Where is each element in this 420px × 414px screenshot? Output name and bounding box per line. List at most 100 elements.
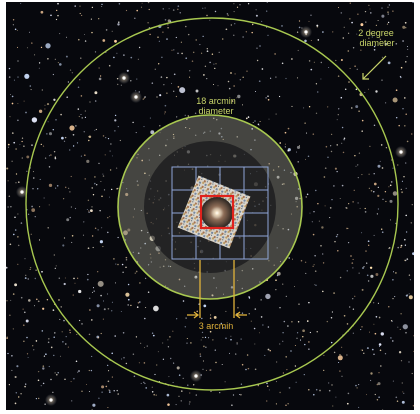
- star: [38, 62, 41, 64]
- star: [377, 382, 381, 386]
- star: [90, 369, 93, 372]
- star: [247, 367, 250, 370]
- star: [250, 148, 252, 151]
- star: [346, 270, 349, 272]
- star: [241, 287, 244, 290]
- star: [65, 343, 67, 345]
- star: [403, 176, 405, 178]
- star: [46, 133, 48, 135]
- star: [308, 301, 310, 304]
- star: [55, 373, 58, 376]
- star: [177, 5, 180, 7]
- star: [74, 5, 76, 7]
- star: [169, 265, 172, 268]
- star: [389, 184, 392, 187]
- star: [211, 53, 214, 55]
- star: [337, 250, 339, 252]
- star: [282, 372, 285, 374]
- star: [97, 229, 99, 231]
- star: [247, 3, 250, 5]
- star: [171, 49, 173, 51]
- star: [17, 263, 19, 265]
- star: [99, 210, 101, 212]
- star: [42, 367, 45, 370]
- star: [407, 48, 409, 50]
- star: [63, 319, 65, 322]
- star: [357, 177, 359, 179]
- star: [184, 326, 187, 328]
- star: [55, 187, 57, 189]
- star: [109, 215, 111, 218]
- star: [20, 296, 23, 299]
- star: [361, 174, 363, 176]
- star: [348, 203, 350, 205]
- star: [222, 293, 225, 295]
- star: [338, 361, 340, 364]
- star: [336, 119, 338, 121]
- star: [337, 75, 340, 77]
- star: [54, 58, 56, 60]
- star: [21, 157, 24, 159]
- star: [326, 320, 329, 323]
- star: [117, 263, 119, 266]
- star: [86, 159, 90, 163]
- star: [332, 405, 334, 407]
- star: [294, 344, 296, 347]
- star: [169, 336, 171, 338]
- star: [79, 5, 81, 7]
- star: [189, 392, 191, 394]
- star: [177, 86, 180, 88]
- star: [6, 167, 9, 170]
- star: [400, 244, 403, 247]
- star: [388, 186, 390, 188]
- star: [181, 390, 183, 392]
- star: [136, 9, 138, 12]
- star: [81, 14, 83, 16]
- star: [114, 39, 117, 43]
- star: [374, 332, 377, 335]
- star: [96, 304, 100, 308]
- star: [105, 385, 108, 388]
- star: [350, 255, 352, 257]
- star: [257, 385, 259, 387]
- star: [52, 73, 55, 76]
- star: [188, 403, 190, 405]
- star: [63, 140, 66, 142]
- star: [145, 306, 147, 309]
- star: [162, 342, 164, 344]
- star: [91, 206, 93, 208]
- star: [63, 282, 66, 286]
- star: [284, 131, 287, 134]
- star: [269, 349, 271, 352]
- star: [33, 349, 35, 351]
- star: [248, 296, 250, 298]
- star: [181, 52, 183, 55]
- star: [91, 355, 93, 357]
- star: [26, 353, 29, 355]
- star: [17, 396, 20, 398]
- star: [236, 6, 239, 8]
- star: [26, 155, 30, 159]
- star: [84, 40, 87, 42]
- star: [72, 145, 75, 147]
- star: [45, 353, 47, 355]
- star: [31, 42, 33, 44]
- star: [7, 146, 10, 148]
- star: [53, 354, 55, 357]
- star: [209, 369, 212, 371]
- star: [314, 270, 317, 273]
- star: [95, 183, 98, 186]
- star: [385, 147, 388, 149]
- star: [35, 340, 38, 342]
- star: [399, 328, 401, 330]
- star: [277, 165, 280, 168]
- star: [412, 404, 414, 407]
- star: [287, 149, 289, 152]
- star: [125, 192, 129, 197]
- star: [53, 150, 56, 153]
- star: [84, 116, 86, 118]
- star: [322, 31, 324, 33]
- star: [172, 381, 174, 384]
- star: [228, 87, 231, 90]
- star: [296, 31, 299, 33]
